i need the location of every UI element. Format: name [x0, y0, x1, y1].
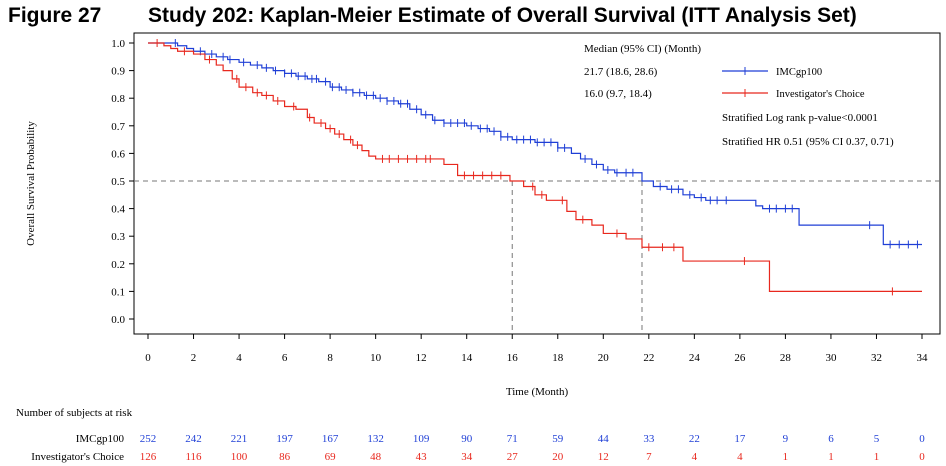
- x-tick-label: 0: [145, 352, 151, 364]
- plot-frame: [133, 32, 941, 335]
- risk-count: 5: [874, 433, 880, 445]
- y-tick-label: 0.9: [111, 66, 125, 78]
- figure-header: Figure 27 Study 202: Kaplan-Meier Estima…: [0, 0, 946, 34]
- x-tick-label: 14: [461, 352, 473, 364]
- risk-count: 197: [276, 433, 293, 445]
- risk-count: 44: [598, 433, 610, 445]
- y-tick-label: 0.5: [111, 176, 125, 188]
- legend-label: Investigator's Choice: [776, 89, 865, 100]
- risk-row-label: Investigator's Choice: [31, 451, 124, 463]
- x-tick-label: 24: [689, 352, 701, 364]
- risk-count: 12: [598, 451, 609, 463]
- risk-count: 6: [828, 433, 834, 445]
- y-tick-label: 0.8: [111, 93, 125, 105]
- risk-count: 116: [185, 451, 202, 463]
- risk-count: 167: [322, 433, 339, 445]
- risk-count: 22: [689, 433, 700, 445]
- survival-curves: [148, 39, 922, 296]
- risk-table: Number of subjects at risk IMCgp100 252 242…: [16, 407, 925, 463]
- risk-count: 17: [734, 433, 746, 445]
- y-tick-label: 0.1: [111, 286, 125, 298]
- y-tick-label: 0.6: [111, 148, 125, 160]
- risk-count: 69: [325, 451, 337, 463]
- x-tick-label: 6: [282, 352, 288, 364]
- x-tick-label: 8: [327, 352, 333, 364]
- risk-count: 1: [783, 451, 789, 463]
- y-tick-label: 0.4: [111, 204, 125, 216]
- risk-count: 4: [692, 451, 698, 463]
- risk-count: 33: [643, 433, 655, 445]
- y-axis: 0.0 0.1 0.2 0.3 0.4 0.5 0.6 0.7 0.8 0.9 1.0 Overall…: [25, 38, 134, 326]
- x-tick-label: 4: [236, 352, 242, 364]
- risk-count: 86: [279, 451, 291, 463]
- legend-label: IMCgp100: [776, 67, 822, 78]
- risk-count: 48: [370, 451, 382, 463]
- risk-table-title: Number of subjects at risk: [16, 407, 133, 419]
- risk-count: 100: [231, 451, 248, 463]
- risk-count: 0: [919, 433, 925, 445]
- x-tick-label: 18: [552, 352, 564, 364]
- y-tick-label: 0.2: [111, 259, 125, 271]
- x-tick-label: 30: [825, 352, 837, 364]
- figure-title: Study 202: Kaplan-Meier Estimate of Over…: [148, 4, 857, 27]
- risk-count: 109: [413, 433, 430, 445]
- median-header: Median (95% CI) (Month): [584, 43, 701, 55]
- x-tick-label: 32: [871, 352, 882, 364]
- x-tick-label: 12: [416, 352, 427, 364]
- x-tick-label: 20: [598, 352, 610, 364]
- risk-count: 90: [461, 433, 473, 445]
- risk-count: 59: [552, 433, 564, 445]
- reference-lines: [134, 180, 940, 334]
- plot-border: [133, 32, 941, 335]
- risk-row-label: IMCgp100: [76, 433, 125, 445]
- median-value: 16.0 (9.7, 18.4): [584, 88, 652, 100]
- y-tick-label: 1.0: [111, 38, 125, 50]
- risk-count: 43: [416, 451, 428, 463]
- risk-count: 4: [737, 451, 743, 463]
- legend: IMCgp100 Investigator's Choice: [722, 67, 865, 100]
- risk-count: 221: [231, 433, 248, 445]
- risk-count: 242: [185, 433, 202, 445]
- y-tick-label: 0.3: [111, 231, 125, 243]
- y-tick-label: 0.0: [111, 314, 125, 326]
- x-tick-label: 2: [191, 352, 197, 364]
- y-axis-label: Overall Survival Probability: [25, 121, 37, 246]
- risk-count: 7: [646, 451, 652, 463]
- logrank-text: Stratified Log rank p-value<0.0001: [722, 112, 878, 124]
- x-tick-label: 16: [507, 352, 519, 364]
- x-tick-label: 26: [734, 352, 746, 364]
- annotations: Median (95% CI) (Month) 21.7 (18.6, 28.6)…: [584, 43, 894, 148]
- survival-curve: [148, 42, 922, 246]
- x-axis-label: Time (Month): [506, 386, 569, 398]
- risk-count: 0: [919, 451, 925, 463]
- risk-count: 126: [140, 451, 157, 463]
- hazard-ratio-text: Stratified HR 0.51 (95% CI 0.37, 0.71): [722, 136, 894, 148]
- risk-count: 71: [507, 433, 518, 445]
- risk-count: 34: [461, 451, 473, 463]
- median-value: 21.7 (18.6, 28.6): [584, 66, 658, 78]
- x-tick-label: 10: [370, 352, 382, 364]
- risk-count: 1: [828, 451, 834, 463]
- x-tick-label: 22: [643, 352, 654, 364]
- x-tick-label: 28: [780, 352, 792, 364]
- x-tick-label: 34: [917, 352, 929, 364]
- risk-count: 20: [552, 451, 564, 463]
- y-tick-label: 0.7: [111, 121, 125, 133]
- survival-curve: [148, 42, 922, 292]
- risk-count: 132: [367, 433, 384, 445]
- figure-number: Figure 27: [8, 4, 102, 27]
- risk-count: 252: [140, 433, 157, 445]
- risk-count: 1: [874, 451, 880, 463]
- risk-count: 9: [783, 433, 789, 445]
- risk-count: 27: [507, 451, 519, 463]
